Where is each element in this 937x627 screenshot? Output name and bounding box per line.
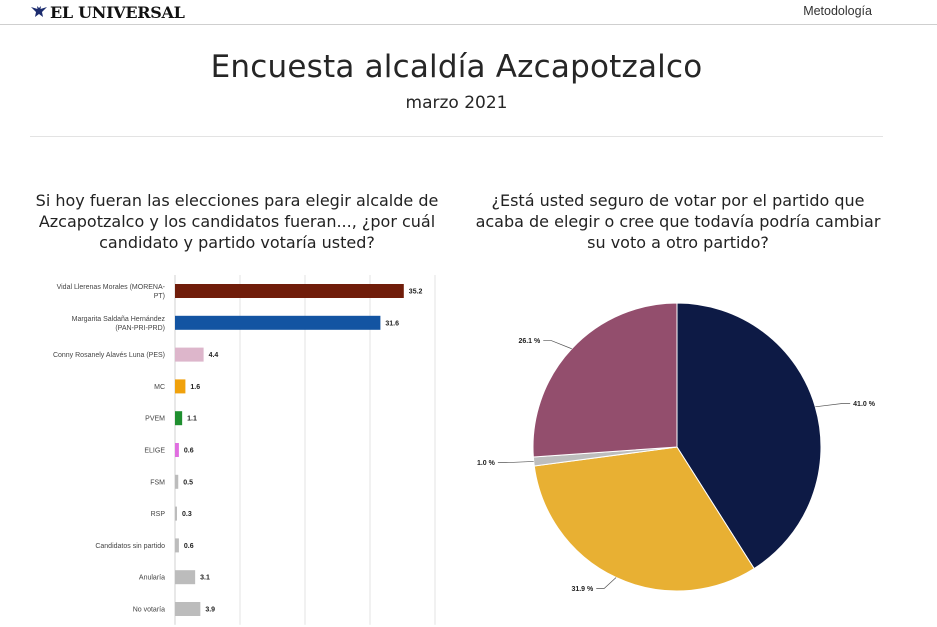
bar	[175, 315, 381, 330]
bar	[175, 379, 186, 394]
page-subtitle: marzo 2021	[405, 93, 508, 113]
bar	[175, 411, 183, 426]
pie-slice	[533, 446, 755, 592]
bar-category-label: Vidal Llerenas Morales (MORENA- PT)	[57, 284, 166, 300]
bar-category-label-line: Vidal Llerenas Morales (MORENA-	[57, 284, 166, 291]
bar	[175, 443, 179, 457]
bar-value-label: 0.5	[183, 479, 193, 486]
pie-value-label: 31.9 %	[571, 586, 594, 593]
bar-category-label: ELIGE	[144, 448, 165, 455]
bar-category-label: PVEM	[145, 416, 165, 423]
pie-value-label: 41.0 %	[853, 401, 876, 408]
metodologia-link[interactable]: Metodología	[803, 4, 872, 18]
bar-value-label: 3.1	[200, 575, 210, 582]
bar-chart-question: Si hoy fueran las elecciones para elegir…	[35, 191, 439, 252]
bar-value-label: 3.9	[205, 607, 215, 614]
divider	[30, 136, 883, 137]
bar-category-label-line: Candidatos sin partido	[95, 543, 165, 550]
bar-category-label-line: ELIGE	[144, 448, 165, 455]
bar-value-label: 0.6	[184, 448, 194, 455]
pie-leader-line	[815, 403, 851, 408]
bar-value-label: 0.6	[184, 543, 194, 550]
bar	[175, 570, 196, 585]
pie-slice	[676, 302, 822, 570]
pie-chart-question: ¿Está usted seguro de votar por el parti…	[475, 191, 881, 252]
bar	[175, 347, 204, 362]
bar-category-label: Anularía	[139, 575, 165, 582]
bar-category-label-line: Conny Rosanely Alavés Luna (PES)	[53, 352, 165, 359]
bar-value-label: 35.2	[409, 289, 423, 296]
bar-category-label: MC	[154, 384, 165, 391]
bar	[175, 506, 177, 521]
bar-category-label: RSP	[151, 511, 166, 518]
bar-category-label-line: PVEM	[145, 416, 165, 423]
bar-category-label: FSM	[150, 479, 165, 486]
bar	[175, 474, 179, 489]
bar-category-label: Conny Rosanely Alavés Luna (PES)	[53, 352, 165, 359]
pie-leader-line	[497, 461, 534, 464]
pie-leader-line	[543, 340, 572, 350]
bar-category-label-line: Margarita Saldaña Hernández	[72, 316, 166, 323]
eagle-icon	[31, 6, 47, 17]
pie-value-label: 26.1 %	[518, 338, 541, 345]
bar-category-label-line: MC	[154, 384, 165, 391]
bar	[175, 538, 179, 553]
bar-value-label: 4.4	[209, 352, 219, 359]
bar-value-label: 1.6	[190, 384, 200, 391]
bar-category-label-line: (PAN-PRI-PRD)	[115, 325, 165, 332]
bar-category-label: Margarita Saldaña Hernández (PAN-PRI-PRD)	[72, 316, 166, 332]
logo-text: EL UNIVERSAL	[50, 2, 185, 22]
bar-category-label: Candidatos sin partido	[95, 543, 165, 550]
bar-category-label-line: PT)	[154, 293, 165, 300]
bar-category-label-line: RSP	[151, 511, 166, 518]
page-title: Encuesta alcaldía Azcapotzalco	[210, 49, 703, 85]
bar-value-label: 31.6	[385, 320, 399, 327]
bar-category-label-line: Anularía	[139, 575, 165, 582]
bar-category-label-line: No votaría	[133, 607, 165, 614]
logo[interactable]: EL UNIVERSAL	[31, 2, 185, 22]
bar-value-label: 0.3	[182, 511, 192, 518]
pie-value-label: 1.0 %	[477, 460, 496, 467]
bar	[175, 284, 404, 298]
bar-category-label: No votaría	[133, 607, 165, 614]
bar-category-label-line: FSM	[150, 479, 165, 486]
pie-slice	[532, 302, 678, 458]
pie-leader-line	[596, 577, 617, 589]
bar-value-label: 1.1	[187, 416, 197, 423]
bar	[175, 602, 201, 616]
top-bar: EL UNIVERSAL Metodología	[0, 0, 937, 25]
